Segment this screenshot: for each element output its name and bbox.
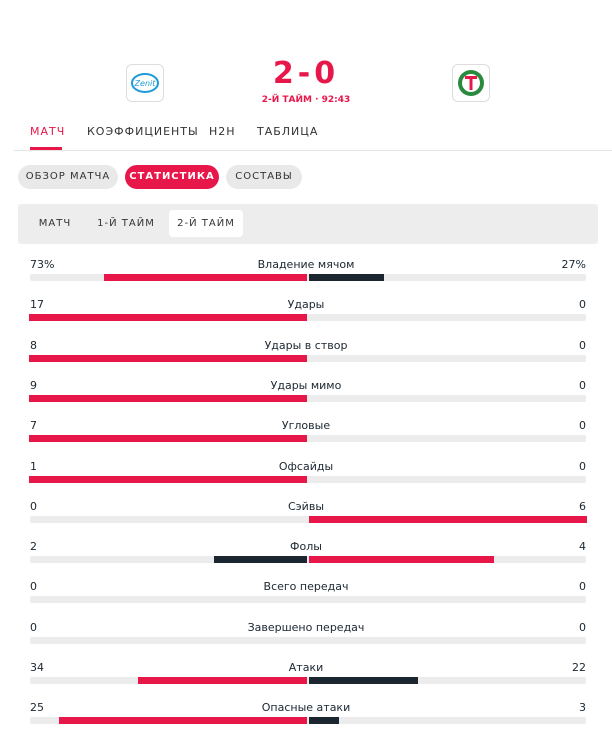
period-panel <box>18 204 598 244</box>
stat-away-value: 0 <box>579 298 586 312</box>
stat-home-value: 25 <box>30 701 44 715</box>
score: 2-0 <box>272 56 340 91</box>
button[interactable]: СОСТАВЫ <box>226 165 302 189</box>
stat-name: Фолы <box>290 540 322 554</box>
away-bar <box>309 556 495 564</box>
stat-name: Удары в створ <box>264 338 348 352</box>
stat-track <box>30 274 586 281</box>
home-bar <box>29 394 307 402</box>
stat-track <box>30 636 586 644</box>
away-bar <box>309 515 587 523</box>
button[interactable]: СТАТИСТИКА <box>125 165 219 189</box>
stat-away-value: 0 <box>579 378 586 392</box>
home-bar <box>29 435 307 443</box>
stat-away-value: 22 <box>572 661 586 674</box>
stat-away-value: 6 <box>579 499 586 513</box>
home-bar <box>138 677 307 684</box>
tab[interactable]: КОЭФФИЦИЕНТЫ <box>87 125 199 138</box>
stat-track <box>30 596 586 604</box>
stat-home-value: 2 <box>30 540 37 554</box>
away-bar <box>309 717 339 725</box>
home-bar <box>29 314 307 322</box>
stat-track <box>30 556 586 564</box>
stat-away-value: 0 <box>579 580 586 594</box>
stat-track <box>30 435 586 443</box>
tab[interactable]: H2H <box>209 125 236 138</box>
stat-away-value: 0 <box>579 419 586 433</box>
away-logo <box>452 64 490 102</box>
stat-track <box>30 394 586 402</box>
stat-name: Сэйвы <box>287 499 325 513</box>
home-bar <box>104 274 307 281</box>
stat-track <box>30 677 586 684</box>
home-bar <box>29 475 307 483</box>
stat-away-value: 0 <box>579 338 586 352</box>
away-bar <box>309 677 419 684</box>
stat-away-value: 0 <box>579 620 586 634</box>
home-bar <box>58 717 307 725</box>
stat-home-value: 34 <box>30 661 44 674</box>
stat-name: Угловые <box>281 419 331 433</box>
stat-name: Опасные атаки <box>261 701 351 715</box>
stat-name: Владение мячом <box>257 258 355 271</box>
stat-home-value: 1 <box>30 459 37 473</box>
stat-home-value: 0 <box>30 580 37 594</box>
stat-home-value: 0 <box>30 499 37 513</box>
home-logo: Zenit <box>126 64 164 102</box>
period-tab[interactable]: 1-Й ТАЙМ <box>97 218 155 229</box>
svg-text:Zenit: Zenit <box>134 79 157 88</box>
stat-name: Атаки <box>288 661 324 674</box>
home-bar <box>29 354 307 362</box>
stat-home-value: 7 <box>30 419 37 433</box>
match-status: 2-Й ТАЙМ · 92:43 <box>261 95 351 105</box>
stat-name: Удары мимо <box>270 378 342 392</box>
stat-track <box>30 314 586 322</box>
stat-away-value: 0 <box>579 459 586 473</box>
stat-home-value: 0 <box>30 620 37 634</box>
stat-away-value: 27% <box>561 258 586 271</box>
stat-name: Завершено передач <box>247 620 365 634</box>
stat-home-value: 8 <box>30 338 37 352</box>
away-logo-icon <box>458 70 484 96</box>
stat-track <box>30 475 586 483</box>
tab-underline <box>30 147 62 150</box>
period-tab[interactable]: 2-Й ТАЙМ <box>169 210 243 237</box>
home-logo-icon: Zenit <box>131 73 159 93</box>
stat-away-value: 4 <box>579 540 586 554</box>
stat-name: Удары <box>287 298 325 312</box>
stat-track <box>30 515 586 523</box>
tab[interactable]: МАТЧ <box>30 125 66 138</box>
stat-away-value: 3 <box>579 701 586 715</box>
period-tab[interactable]: МАТЧ <box>38 218 72 229</box>
stat-track <box>30 717 586 725</box>
stat-name: Офсайды <box>278 459 334 473</box>
stat-home-value: 9 <box>30 378 37 392</box>
tab-divider <box>14 150 612 151</box>
stat-name: Всего передач <box>263 580 349 594</box>
away-bar <box>309 274 385 281</box>
stat-home-value: 17 <box>30 298 44 312</box>
button[interactable]: ОБЗОР МАТЧА <box>18 165 118 189</box>
stat-home-value: 73% <box>30 258 55 271</box>
stat-track <box>30 354 586 362</box>
tab[interactable]: ТАБЛИЦА <box>257 125 319 138</box>
home-bar <box>214 556 307 564</box>
